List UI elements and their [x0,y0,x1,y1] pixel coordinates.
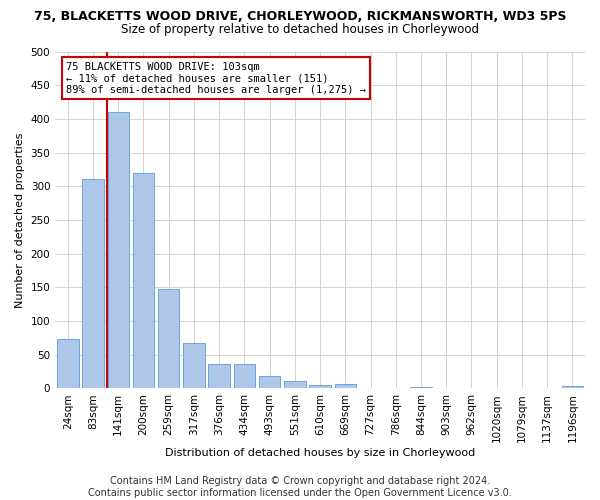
Bar [107,112,129,388]
Bar [310,385,331,388]
Bar [562,386,583,388]
Bar [183,342,205,388]
Bar [410,387,432,388]
Bar [233,364,255,388]
Bar [82,179,104,388]
Y-axis label: Number of detached properties: Number of detached properties [15,132,25,308]
Text: Size of property relative to detached houses in Chorleywood: Size of property relative to detached ho… [121,22,479,36]
Bar [57,339,79,388]
Bar [259,376,280,388]
Bar [133,174,154,388]
Bar [284,381,305,388]
Text: 75 BLACKETTS WOOD DRIVE: 103sqm
← 11% of detached houses are smaller (151)
89% o: 75 BLACKETTS WOOD DRIVE: 103sqm ← 11% of… [66,62,366,95]
Bar [335,384,356,388]
Text: 75, BLACKETTS WOOD DRIVE, CHORLEYWOOD, RICKMANSWORTH, WD3 5PS: 75, BLACKETTS WOOD DRIVE, CHORLEYWOOD, R… [34,10,566,23]
Bar [158,290,179,388]
Text: Contains HM Land Registry data © Crown copyright and database right 2024.
Contai: Contains HM Land Registry data © Crown c… [88,476,512,498]
Bar [208,364,230,388]
X-axis label: Distribution of detached houses by size in Chorleywood: Distribution of detached houses by size … [165,448,475,458]
